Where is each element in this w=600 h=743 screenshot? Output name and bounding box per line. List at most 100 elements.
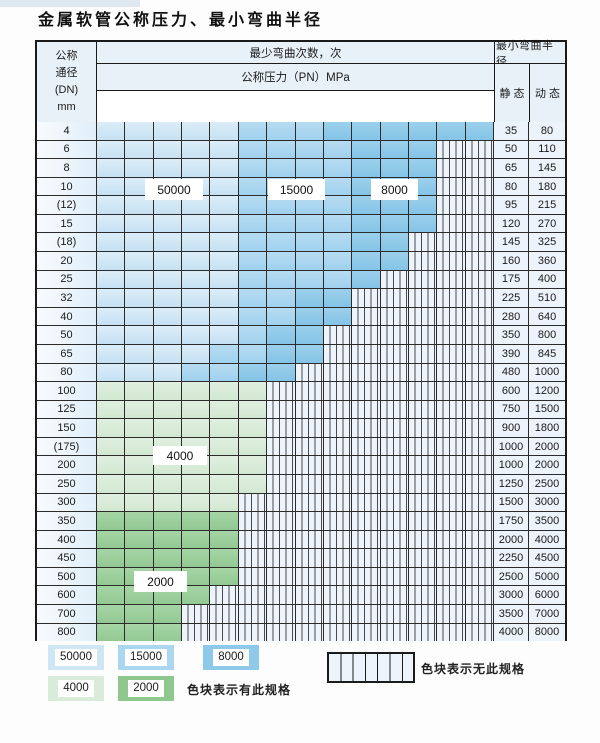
cell-no-spec xyxy=(352,512,381,530)
dn-cell: 6 xyxy=(37,140,97,159)
cell-spec-2000 xyxy=(182,530,211,549)
cell-no-spec xyxy=(323,437,353,456)
cell-spec-8000 xyxy=(352,252,381,270)
cell-spec-8000 xyxy=(380,196,409,214)
cell-spec-15000 xyxy=(295,159,324,177)
cell-no-spec xyxy=(352,493,381,512)
cell-spec-15000 xyxy=(267,214,296,233)
dynamic-radius-cell: 215 xyxy=(529,196,566,214)
cell-spec-50000 xyxy=(97,270,126,289)
cell-no-spec xyxy=(437,474,466,493)
cell-spec-8000 xyxy=(352,214,381,233)
dynamic-radius-cell: 8000 xyxy=(529,623,566,642)
table-row: 100 600 1200 xyxy=(37,381,566,400)
cell-spec-4000 xyxy=(125,456,154,474)
dn-cell: 40 xyxy=(37,307,97,326)
cell-no-spec xyxy=(182,623,211,642)
cell-no-spec xyxy=(437,252,466,270)
static-radius-cell: 390 xyxy=(494,344,530,363)
cell-no-spec xyxy=(267,437,296,456)
cell-no-spec xyxy=(437,140,466,159)
dn-cell: 20 xyxy=(37,252,97,270)
cell-spec-2000 xyxy=(125,549,154,567)
dynamic-radius-cell: 845 xyxy=(529,344,566,363)
cell-spec-8000 xyxy=(323,122,353,140)
page-top-strip xyxy=(0,0,140,7)
cell-spec-50000 xyxy=(97,196,126,214)
cell-spec-15000 xyxy=(267,122,296,140)
cell-spec-50000 xyxy=(210,177,239,196)
cell-spec-50000 xyxy=(182,307,211,326)
cell-no-spec xyxy=(408,586,438,605)
static-radius-cell: 1000 xyxy=(494,456,530,474)
cell-no-spec xyxy=(408,289,438,307)
cell-spec-50000 xyxy=(125,326,154,344)
cell-spec-15000 xyxy=(323,140,353,159)
static-radius-cell: 750 xyxy=(494,400,530,419)
cell-spec-15000 xyxy=(238,177,268,196)
cell-spec-50000 xyxy=(153,344,183,363)
legend-no-spec-text: 色块表示无此规格 xyxy=(421,662,526,676)
dynamic-radius-cell: 3500 xyxy=(529,512,566,530)
cell-spec-15000 xyxy=(295,252,324,270)
cell-no-spec xyxy=(408,233,438,252)
cell-no-spec xyxy=(408,567,438,586)
cell-spec-4000 xyxy=(238,382,268,400)
cell-no-spec xyxy=(267,456,296,474)
cell-no-spec xyxy=(352,530,381,549)
legend-label-15000: 15000 xyxy=(125,649,167,666)
cell-spec-2000 xyxy=(210,549,239,567)
cell-spec-50000 xyxy=(153,122,183,140)
cell-no-spec xyxy=(465,437,495,456)
cell-no-spec xyxy=(465,233,495,252)
cell-spec-4000 xyxy=(210,474,239,493)
cell-spec-50000 xyxy=(153,307,183,326)
dn-cell: 8 xyxy=(37,159,97,177)
table-row: 8 65 145 xyxy=(37,158,566,177)
cell-spec-2000 xyxy=(153,549,183,567)
cell-no-spec xyxy=(465,512,495,530)
cell-spec-50000 xyxy=(97,289,126,307)
cell-no-spec xyxy=(465,605,495,623)
cell-spec-15000 xyxy=(295,196,324,214)
cell-spec-4000 xyxy=(153,419,183,437)
cell-spec-2000 xyxy=(125,605,154,623)
cell-spec-50000 xyxy=(125,363,154,382)
cell-spec-50000 xyxy=(210,252,239,270)
cell-no-spec xyxy=(437,233,466,252)
static-radius-cell: 2500 xyxy=(494,567,530,586)
cell-no-spec xyxy=(465,159,495,177)
cell-no-spec xyxy=(380,437,409,456)
static-radius-cell: 175 xyxy=(494,270,530,289)
cell-spec-50000 xyxy=(125,159,154,177)
cell-no-spec xyxy=(437,382,466,400)
dn-cell: 50 xyxy=(37,326,97,344)
cell-spec-50000 xyxy=(97,159,126,177)
cell-no-spec xyxy=(295,456,324,474)
cell-no-spec xyxy=(380,344,409,363)
cell-spec-50000 xyxy=(210,289,239,307)
cell-spec-8000 xyxy=(352,233,381,252)
cell-spec-15000 xyxy=(210,363,239,382)
cell-no-spec xyxy=(408,549,438,567)
cell-spec-8000 xyxy=(295,326,324,344)
cell-spec-50000 xyxy=(182,159,211,177)
cell-no-spec xyxy=(380,549,409,567)
legend-has-spec-text: 色块表示有此规格 xyxy=(187,683,292,697)
cell-spec-50000 xyxy=(125,140,154,159)
dynamic-radius-cell: 1200 xyxy=(529,382,566,400)
cell-no-spec xyxy=(323,344,353,363)
cell-no-spec xyxy=(380,512,409,530)
dynamic-radius-cell: 2500 xyxy=(529,474,566,493)
cell-no-spec xyxy=(437,159,466,177)
cell-no-spec xyxy=(437,437,466,456)
static-radius-cell: 120 xyxy=(494,214,530,233)
cell-spec-15000 xyxy=(323,270,353,289)
dn-cell: 25 xyxy=(37,270,97,289)
cell-spec-8000 xyxy=(352,270,381,289)
cell-no-spec xyxy=(437,456,466,474)
cell-no-spec xyxy=(238,623,268,642)
cell-spec-50000 xyxy=(210,140,239,159)
cell-no-spec xyxy=(437,289,466,307)
dn-cell: 125 xyxy=(37,400,97,419)
